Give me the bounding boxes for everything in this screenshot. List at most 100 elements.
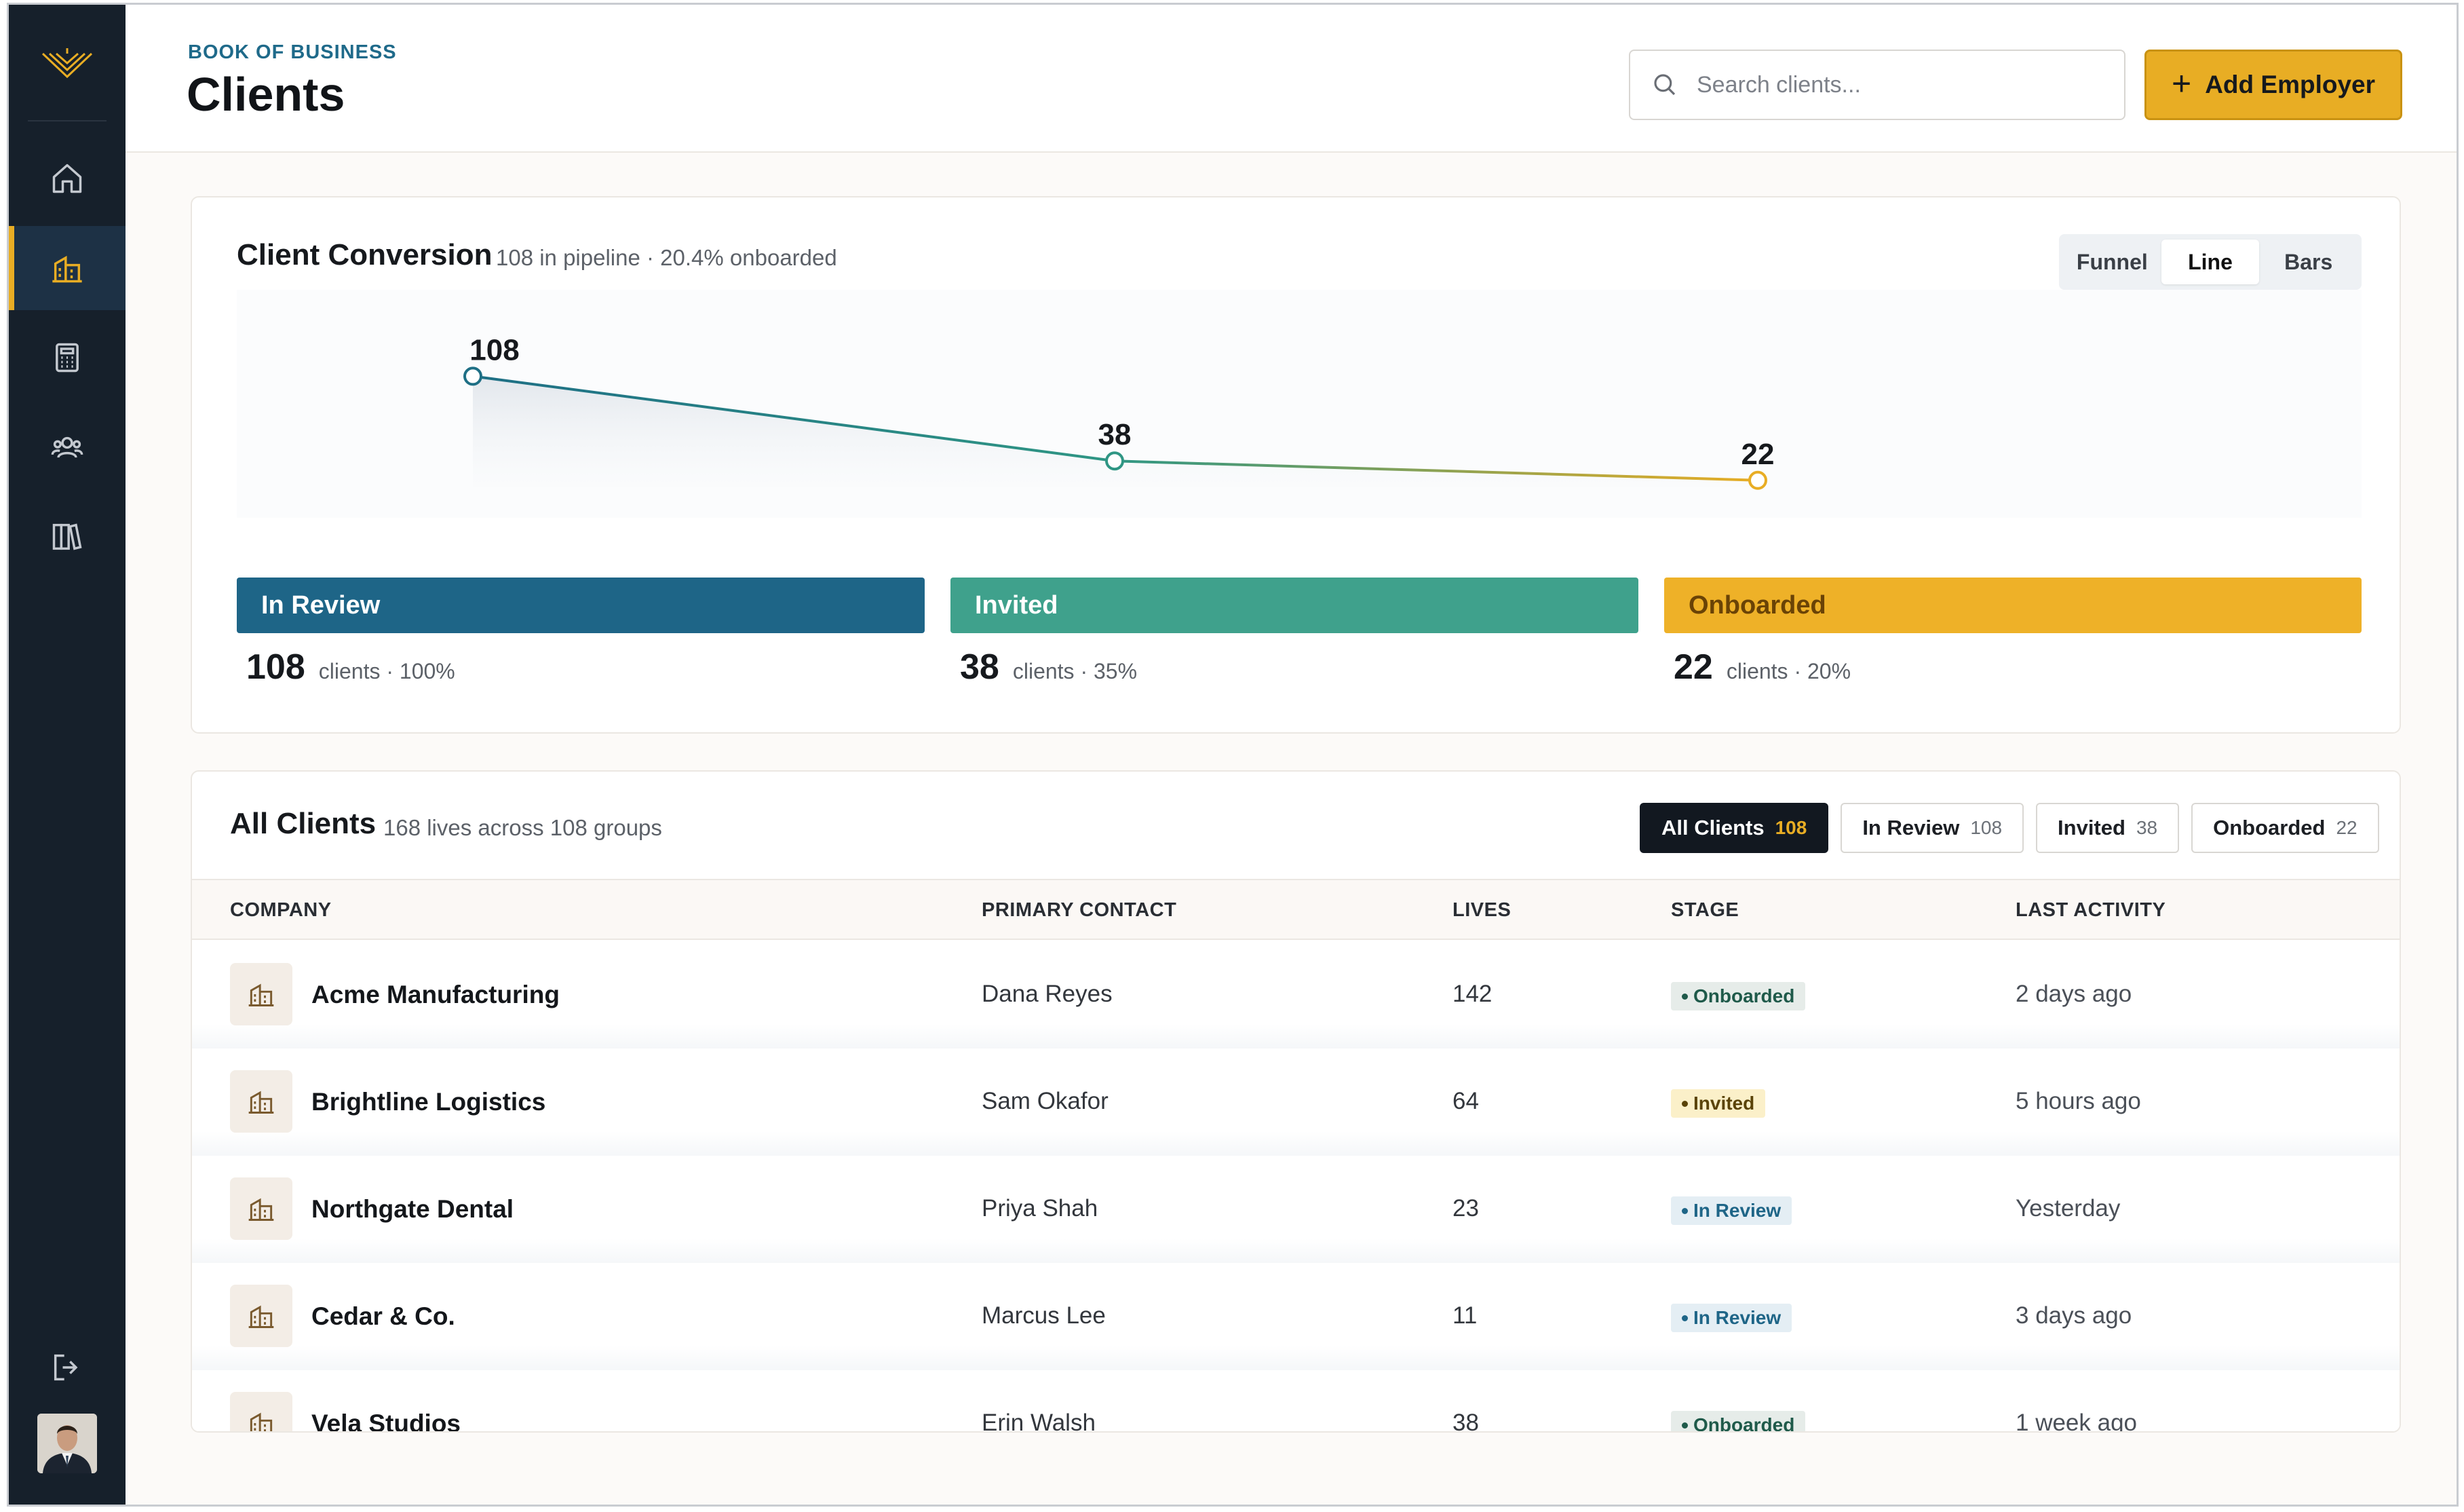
stage-count: 22 [1674,647,1713,687]
lives-count: 11 [1452,1302,1478,1329]
filter-label: In Review [1862,816,1960,839]
stage-badge-label: Onboarded [1693,1414,1795,1433]
stage-badge-label: Invited [1693,1093,1755,1114]
data-point-in-review[interactable] [463,366,482,386]
filter-all-clients[interactable]: All Clients 108 [1640,803,1829,853]
data-point-invited[interactable] [1105,451,1124,471]
plus-icon: + [2171,64,2192,102]
company-building-icon [230,1177,292,1240]
data-label: 22 [1741,438,1775,471]
conversion-line-chart: 108 38 22 [237,290,2362,518]
primary-contact: Erin Walsh [982,1410,1096,1433]
stage-bar-invited: Invited [950,578,1638,633]
view-funnel-button[interactable]: Funnel [2076,249,2148,274]
column-header-contact[interactable]: PRIMARY CONTACT [982,899,1177,921]
primary-contact: Marcus Lee [982,1302,1106,1329]
company-name[interactable]: Northgate Dental [311,1195,514,1223]
home-icon [52,164,82,193]
stage-stat-in-review: 108 clients · 100% [246,647,455,687]
filter-count: 108 [1775,817,1807,838]
table-row[interactable]: Brightline Logistics Sam Okafor 64 Invited 5… [192,1048,2400,1156]
last-activity: 1 week ago [2016,1410,2138,1433]
lives-count: 64 [1452,1088,1479,1114]
stage-desc: clients · 100% [318,659,455,683]
view-line-button[interactable]: Line [2161,240,2260,284]
search-icon [1654,74,1676,96]
table-row[interactable]: Northgate Dental Priya Shah 23 In Review Yes… [192,1156,2400,1263]
user-portrait [37,1414,97,1473]
logo-icon [41,48,93,79]
conversion-subtitle: 108 in pipeline · 20.4% onboarded [496,245,837,270]
column-header-last-activity[interactable]: LAST ACTIVITY [2016,899,2166,921]
company-building-icon [230,1285,292,1347]
stage-stat-invited: 38 clients · 35% [960,647,1137,687]
data-label: 38 [1098,418,1132,451]
stage-count: 38 [960,647,999,687]
all-clients-card: All Clients 168 lives across 108 groups … [191,770,2401,1433]
page-header: BOOK OF BUSINESS Clients + Add Employer [126,5,2457,153]
status-dot [1682,1207,1688,1214]
users-icon [51,436,83,458]
filter-label: All Clients [1661,816,1765,839]
last-activity: Yesterday [2016,1195,2121,1222]
last-activity: 5 hours ago [2016,1088,2141,1114]
page-title: Clients [187,68,345,121]
sidebar [9,5,126,1505]
brand-logo[interactable] [9,39,126,93]
filter-in-review[interactable]: In Review 108 [1841,803,2024,853]
column-header-company[interactable]: COMPANY [230,899,332,921]
search-input[interactable] [1697,71,2077,98]
calculator-icon [56,343,79,373]
filter-label: Onboarded [2213,816,2326,839]
view-bars-button[interactable]: Bars [2284,249,2333,274]
sidebar-item-library[interactable] [9,495,126,579]
client-conversion-card: Client Conversion 108 in pipeline · 20.4… [191,196,2401,734]
library-icon [52,523,82,550]
logout-icon [54,1354,78,1381]
app-window: BOOK OF BUSINESS Clients + Add Employer … [7,3,2459,1507]
table-row[interactable]: Cedar & Co. Marcus Lee 11 In Review 3 days a… [192,1263,2400,1370]
filter-label: Invited [2058,816,2125,839]
company-name[interactable]: Vela Studios [311,1410,461,1433]
breadcrumb: BOOK OF BUSINESS [188,41,397,63]
building-icon [52,255,82,283]
status-dot [1682,1100,1688,1107]
table-row[interactable]: Acme Manufacturing Dana Reyes 142 Onboarded… [192,941,2400,1048]
logout-button[interactable] [9,1325,126,1410]
column-header-lives[interactable]: LIVES [1452,899,1512,921]
filter-invited[interactable]: Invited 38 [2036,803,2180,853]
stage-badge-label: In Review [1693,1307,1782,1328]
table-header: COMPANY PRIMARY CONTACT LIVES STAGE LAST… [192,879,2400,940]
status-dot [1682,1422,1688,1429]
stage-badge: Onboarded [1671,1411,1806,1433]
status-dot [1682,1315,1688,1321]
last-activity: 3 days ago [2016,1302,2132,1329]
lives-count: 142 [1452,981,1493,1007]
status-dot [1682,993,1688,1000]
sidebar-item-clients[interactable] [9,226,126,310]
table-row[interactable]: Vela Studios Erin Walsh 38 Onboarded 1 week … [192,1370,2400,1433]
primary-contact: Dana Reyes [982,981,1113,1007]
avatar[interactable] [37,1414,97,1473]
data-point-onboarded[interactable] [1748,470,1767,490]
add-employer-button[interactable]: + Add Employer [2144,50,2402,120]
sidebar-item-people[interactable] [9,405,126,489]
company-name[interactable]: Cedar & Co. [311,1302,455,1330]
company-name[interactable]: Brightline Logistics [311,1088,546,1116]
column-header-stage[interactable]: STAGE [1671,899,1739,921]
primary-contact: Priya Shah [982,1195,1098,1222]
sidebar-item-home[interactable] [9,136,126,221]
sidebar-item-calculator[interactable] [9,316,126,400]
stage-filters: All Clients 108 In Review 108 Invited 38… [1640,803,2379,853]
company-name[interactable]: Acme Manufacturing [311,981,560,1008]
stage-badge: Invited [1671,1089,1766,1118]
filter-onboarded[interactable]: Onboarded 22 [2191,803,2379,853]
sidebar-divider [28,120,107,121]
stage-badge-label: Onboarded [1693,985,1795,1006]
stage-desc: clients · 35% [1012,659,1138,683]
stage-badge-label: In Review [1693,1200,1782,1221]
stage-bar-in-review: In Review [237,578,925,633]
chart-view-toggle: Funnel Line Bars [2059,234,2362,290]
search-box[interactable] [1629,50,2125,120]
stage-badge: Onboarded [1671,982,1806,1010]
